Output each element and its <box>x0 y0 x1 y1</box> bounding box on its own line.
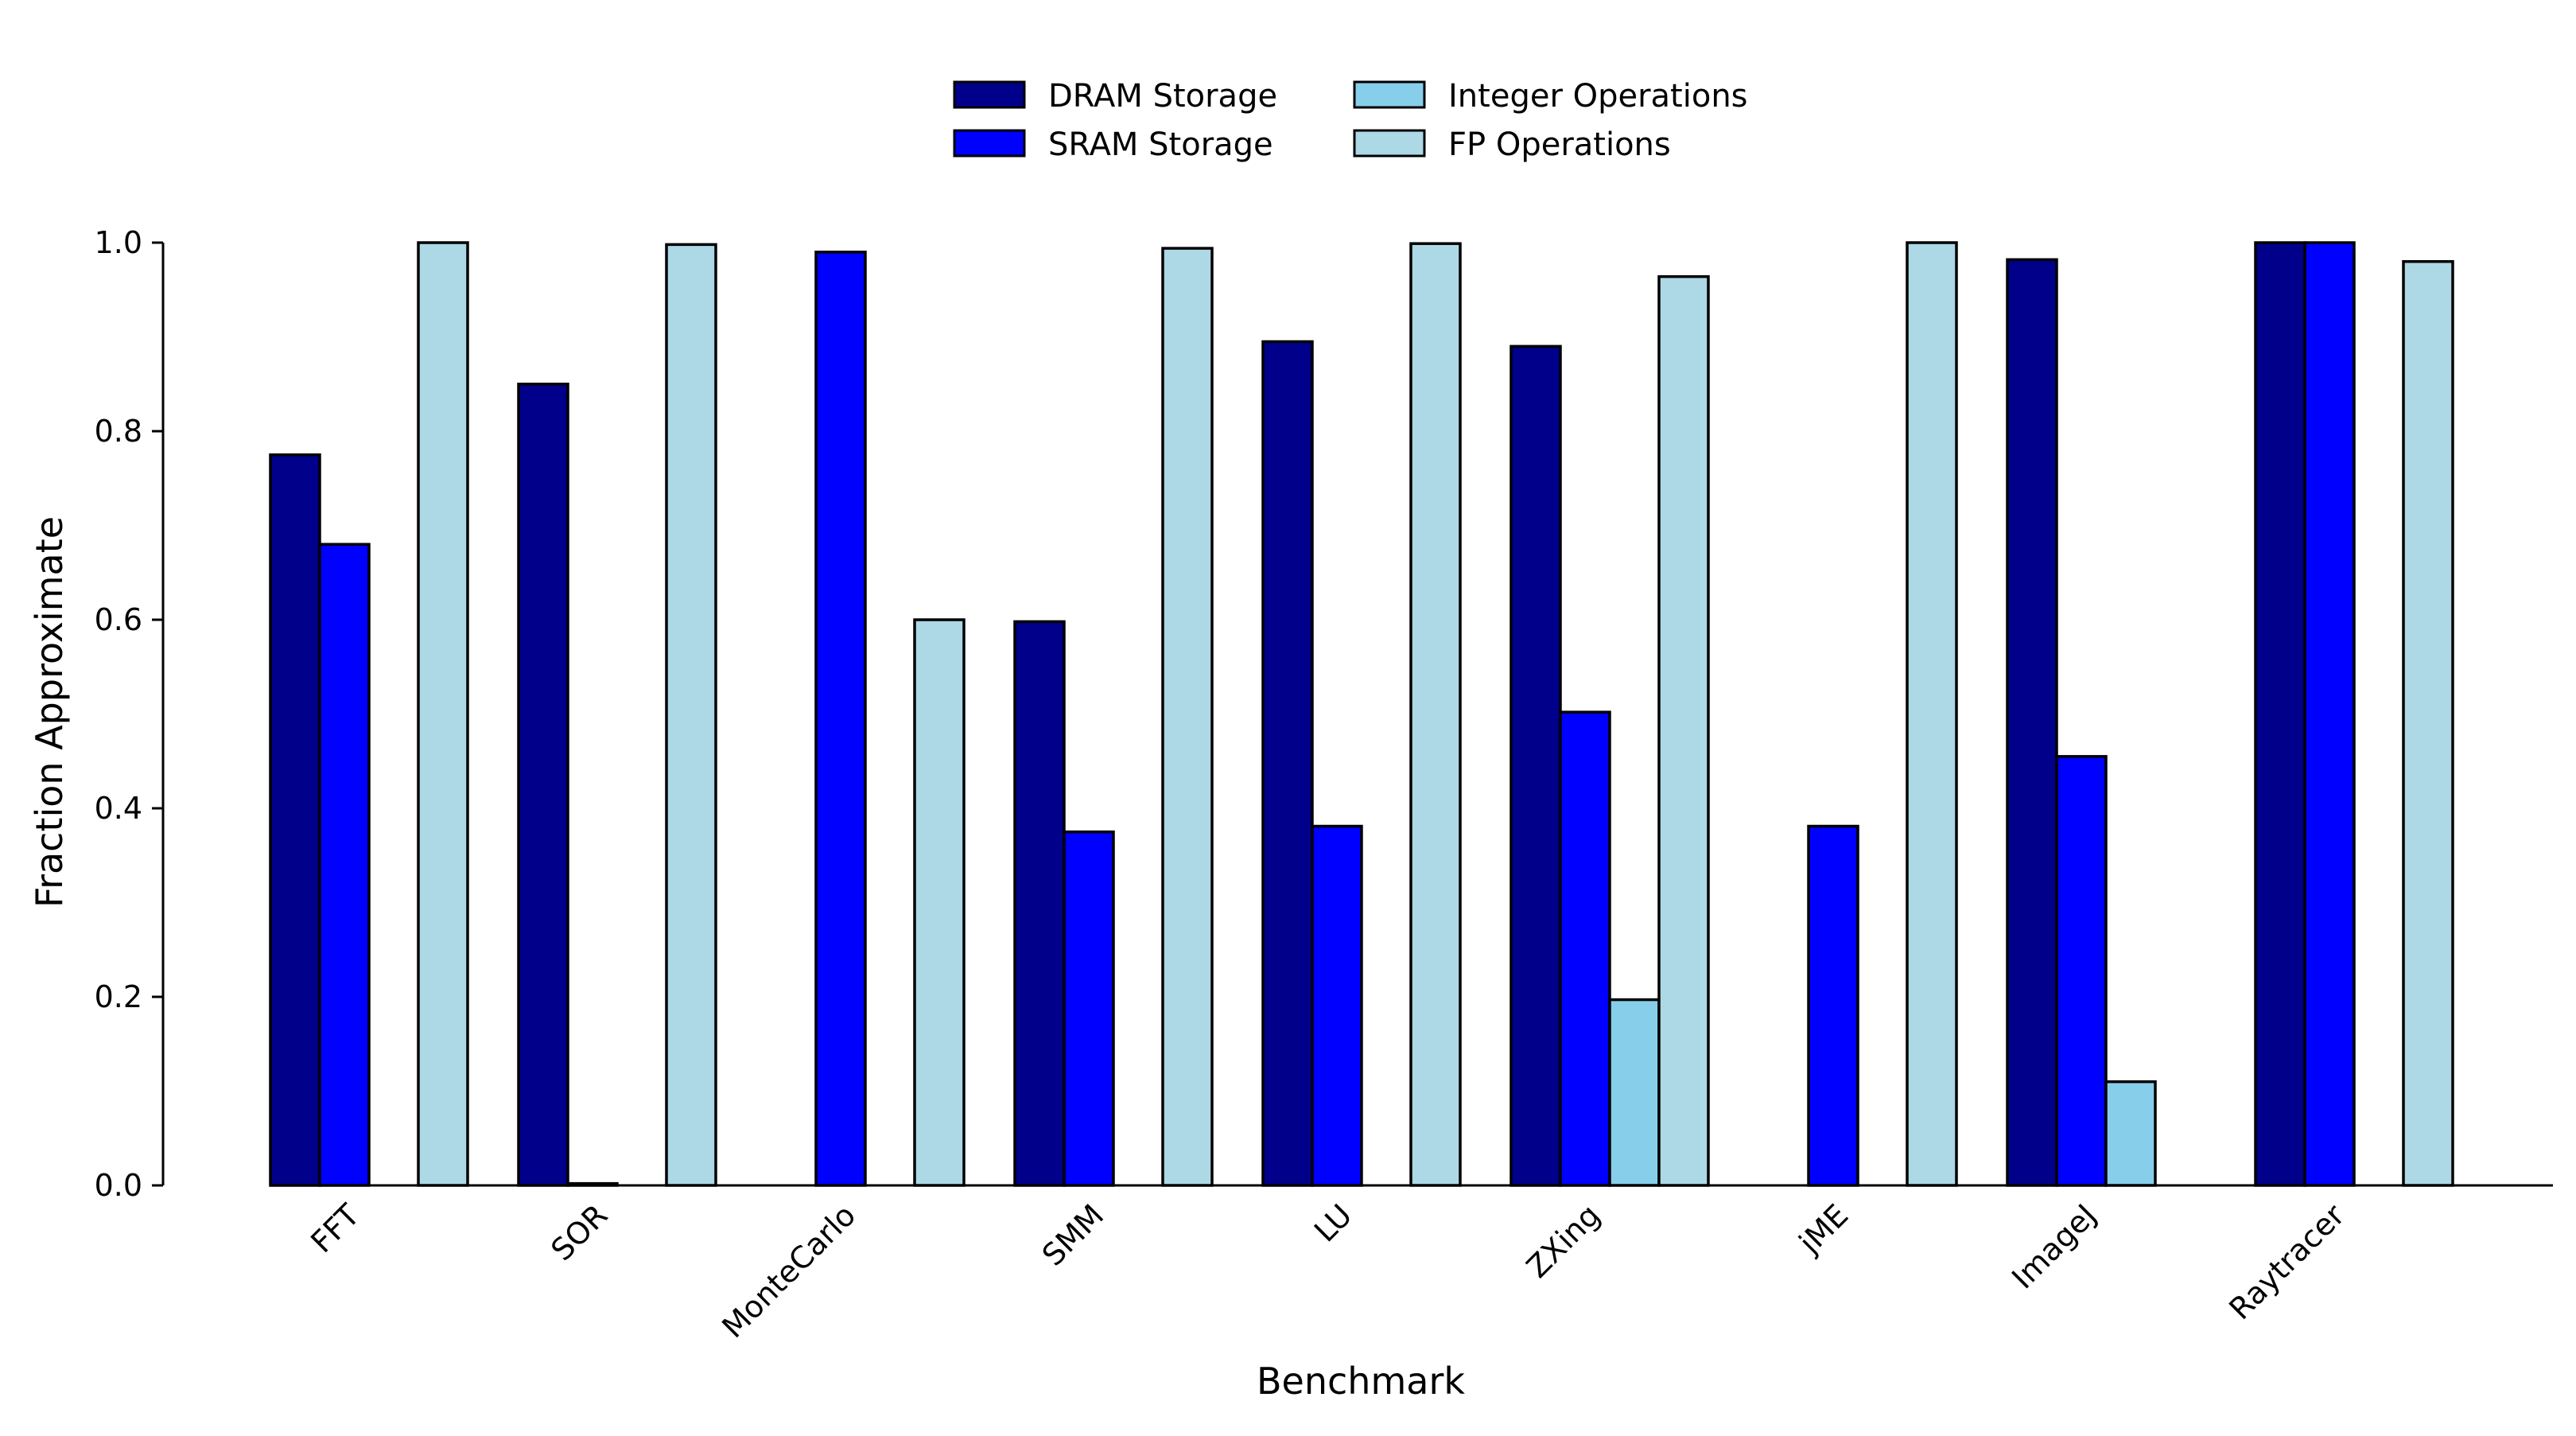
bar-fp-operations-fft <box>417 241 469 1187</box>
y-tick-label-1-0: 1.0 <box>95 225 142 260</box>
bar-fp-operations-zxing <box>1657 274 1710 1187</box>
bar-dram-storage-zxing <box>1509 344 1562 1187</box>
y-tick-label-0-4: 0.4 <box>95 791 142 826</box>
legend-swatch-fp-operations <box>1353 129 1426 158</box>
y-tick-label-0-8: 0.8 <box>95 414 142 449</box>
x-tick-label-zxing: ZXing <box>1520 1197 1607 1284</box>
bar-dram-storage-lu <box>1261 340 1314 1187</box>
x-tick-label-imagej: ImageJ <box>2005 1197 2103 1295</box>
bar-integer-operations-zxing <box>1608 998 1661 1187</box>
x-tick-label-lu: LU <box>1307 1197 1358 1248</box>
legend-swatch-dram-storage <box>953 80 1026 109</box>
bar-dram-storage-smm <box>1013 620 1066 1187</box>
legend-label-sram-storage: SRAM Storage <box>1048 126 1273 163</box>
x-tick-label-jme: jME <box>1792 1197 1855 1260</box>
legend-swatch-sram-storage <box>953 129 1026 158</box>
bar-sram-storage-raytracer <box>2303 241 2356 1187</box>
x-axis-title: Benchmark <box>1257 1360 1465 1403</box>
bar-fp-operations-sor <box>665 243 717 1187</box>
x-tick-label-fft: FFT <box>304 1197 367 1260</box>
bar-fp-operations-jme <box>1906 241 1958 1187</box>
legend-label-integer-operations: Integer Operations <box>1448 78 1748 115</box>
y-tick-label-0-2: 0.2 <box>95 979 142 1014</box>
y-tick-label-0-0: 0.0 <box>95 1168 142 1203</box>
bar-fp-operations-smm <box>1161 247 1214 1187</box>
bar-fp-operations-lu <box>1409 242 1462 1187</box>
bar-sram-storage-zxing <box>1559 710 1611 1187</box>
bar-sram-storage-montecarlo <box>814 251 867 1187</box>
x-tick-label-montecarlo: MonteCarlo <box>715 1197 862 1345</box>
legend-swatch-integer-operations <box>1353 80 1426 109</box>
y-axis: 0.0 0.2 0.4 0.6 0.8 1.0 <box>95 225 165 1203</box>
bar-sram-storage-jme <box>1807 824 1859 1187</box>
legend: DRAM Storage SRAM Storage Integer Operatio… <box>953 78 1748 163</box>
bar-dram-storage-raytracer <box>2254 241 2306 1187</box>
x-tick-label-smm: SMM <box>1035 1197 1111 1273</box>
bar-sram-storage-fft <box>318 543 371 1187</box>
y-axis-title: Fraction Approximate <box>28 516 71 908</box>
y-tick-label-0-6: 0.6 <box>95 602 142 637</box>
bar-sram-storage-lu <box>1311 824 1363 1187</box>
x-tick-label-raytracer: Raytracer <box>2222 1197 2351 1326</box>
bar-sram-storage-imagej <box>2055 755 2108 1187</box>
bar-sram-storage-smm <box>1063 830 1115 1187</box>
bar-integer-operations-imagej <box>2104 1080 2157 1187</box>
bars <box>269 241 2454 1187</box>
legend-label-fp-operations: FP Operations <box>1448 126 1671 163</box>
bar-fp-operations-montecarlo <box>913 618 966 1187</box>
x-axis: FFT SOR MonteCarlo SMM LU ZXing jME ImageJ Raytr… <box>270 1184 2553 1345</box>
x-tick-label-sor: SOR <box>544 1197 614 1267</box>
bar-fp-operations-raytracer <box>2402 259 2454 1187</box>
legend-label-dram-storage: DRAM Storage <box>1048 78 1277 115</box>
bar-dram-storage-sor <box>517 383 569 1187</box>
bar-dram-storage-fft <box>269 453 321 1187</box>
bar-dram-storage-imagej <box>2006 258 2058 1187</box>
